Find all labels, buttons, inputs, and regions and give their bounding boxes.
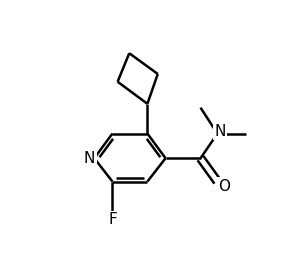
Text: F: F bbox=[108, 212, 117, 227]
Text: N: N bbox=[214, 124, 226, 139]
Text: O: O bbox=[218, 179, 230, 194]
Text: N: N bbox=[84, 151, 95, 166]
